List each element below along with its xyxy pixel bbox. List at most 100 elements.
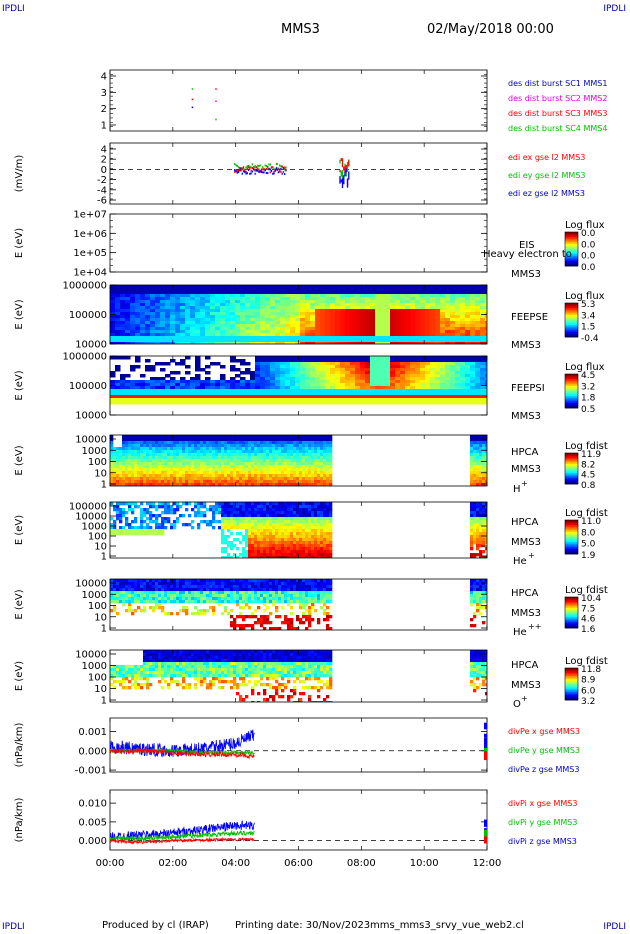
feepsi-cell xyxy=(420,383,426,387)
hpca_h-colorbar-frame xyxy=(564,452,579,485)
feepsi-cell xyxy=(390,383,396,387)
feepse-cell xyxy=(220,339,226,343)
feepse-cell xyxy=(420,300,426,304)
feepsi-cell xyxy=(355,386,361,390)
feepse-cell xyxy=(365,315,371,319)
hpca_h-cell xyxy=(245,447,249,451)
hpca_h-cell xyxy=(188,441,192,445)
hpca_he-cell xyxy=(269,514,273,518)
hpca_he-cell xyxy=(230,556,234,558)
hpca_he-cell xyxy=(254,544,258,548)
hpca_he-cell xyxy=(245,514,249,518)
hpca_h-cell xyxy=(308,462,312,466)
feepsi-cell xyxy=(280,362,286,366)
feepsi-cell xyxy=(445,356,451,360)
hpca_h-cell xyxy=(182,444,186,448)
feepsi-cell xyxy=(410,389,416,393)
feepsi-cell xyxy=(275,356,281,360)
feepsi-cell xyxy=(470,371,476,375)
feepse-cell xyxy=(375,309,381,313)
feepsi-cell xyxy=(390,392,396,396)
feepse-cell xyxy=(125,342,131,344)
hpca_h-cell xyxy=(176,435,180,439)
hpca_h-cell xyxy=(203,447,207,451)
hpca_h-cell xyxy=(131,483,135,486)
feepse-cell xyxy=(435,306,441,310)
hpca_h-cell xyxy=(329,483,333,486)
feepse-cell xyxy=(145,306,151,310)
hpca_h-cell xyxy=(116,465,120,469)
feepse-cell xyxy=(240,306,246,310)
feepse-cell xyxy=(300,330,306,334)
feepse-cell xyxy=(165,315,171,319)
hpca_he-cell xyxy=(224,526,228,530)
feepse-cell xyxy=(155,300,161,304)
hpca_h-cell xyxy=(221,459,225,463)
feepsi-cell xyxy=(385,392,391,396)
hpca_h-cell xyxy=(284,456,288,460)
feepse-cell xyxy=(150,315,156,319)
hpca_he-cell xyxy=(164,517,168,521)
feepsi-cell xyxy=(380,392,386,396)
feepsi-cell xyxy=(260,383,266,387)
feepsi-cell xyxy=(440,383,446,387)
hpca_he-cell xyxy=(263,523,267,527)
hpca_h-cell xyxy=(329,456,333,460)
hpca_he-cell xyxy=(269,541,273,545)
hpca_he-cell xyxy=(218,520,222,524)
hpca_h-cell xyxy=(257,441,261,445)
feepsi-cell xyxy=(380,389,386,393)
feepse-cell xyxy=(285,300,291,304)
feepse-cell xyxy=(340,336,346,340)
feepsi-cell xyxy=(390,374,396,378)
feepse-cell xyxy=(155,324,161,328)
hpca_h-cell xyxy=(242,477,246,481)
hpca_h-cell xyxy=(203,450,207,454)
hpca_he-cell xyxy=(275,505,279,509)
feepse-cell xyxy=(360,285,366,289)
feepse-cell xyxy=(315,327,321,331)
hpca_h-cell xyxy=(224,468,228,472)
feepse-cell xyxy=(430,336,436,340)
feepse-cell xyxy=(200,309,206,313)
feepse-cell xyxy=(255,300,261,304)
feepse-cell xyxy=(255,342,261,344)
feepse-cell xyxy=(295,312,301,316)
feepsi-cell xyxy=(280,395,286,399)
feepsi-cell xyxy=(140,392,146,396)
feepsi-cell xyxy=(200,383,206,387)
hpca_he-cell xyxy=(254,541,258,545)
hpca_he-cell xyxy=(182,523,186,527)
feepse-cell xyxy=(465,291,471,295)
hpca_he-cell xyxy=(257,505,261,509)
hpca_he-cell xyxy=(248,502,252,506)
hpca_h-cell xyxy=(281,468,285,472)
feepsi-cell xyxy=(265,398,271,402)
feepsi-cell xyxy=(300,377,306,381)
feepse-cell xyxy=(120,327,126,331)
feepsi-cell xyxy=(160,389,166,393)
feepsi-colorbar-tick: 4.5 xyxy=(581,371,595,381)
feepse-cell xyxy=(355,321,361,325)
feepsi-cell xyxy=(335,389,341,393)
feepse-cell xyxy=(480,339,486,343)
hpca_h-cell xyxy=(278,468,282,472)
feepsi-cell xyxy=(230,401,236,405)
feepse-cell xyxy=(410,291,416,295)
feepse-cell xyxy=(225,285,231,289)
feepsi-cell xyxy=(295,398,301,402)
feepse-cell xyxy=(260,312,266,316)
feepsi-cell xyxy=(375,386,381,390)
hpca_h-cell xyxy=(146,468,150,472)
hpca_he-cell xyxy=(113,508,117,512)
hpca_he-cell xyxy=(269,505,273,509)
feepse-cell xyxy=(335,330,341,334)
hpca_h-cell xyxy=(212,465,216,469)
feepse-cell xyxy=(415,333,421,337)
hpca_h-cell xyxy=(317,465,321,469)
feepsi-cell xyxy=(475,380,481,384)
feepse-cell xyxy=(365,321,371,325)
feepse-cell xyxy=(240,327,246,331)
feepse-cell xyxy=(320,285,326,289)
hpca_h-cell xyxy=(266,435,270,439)
